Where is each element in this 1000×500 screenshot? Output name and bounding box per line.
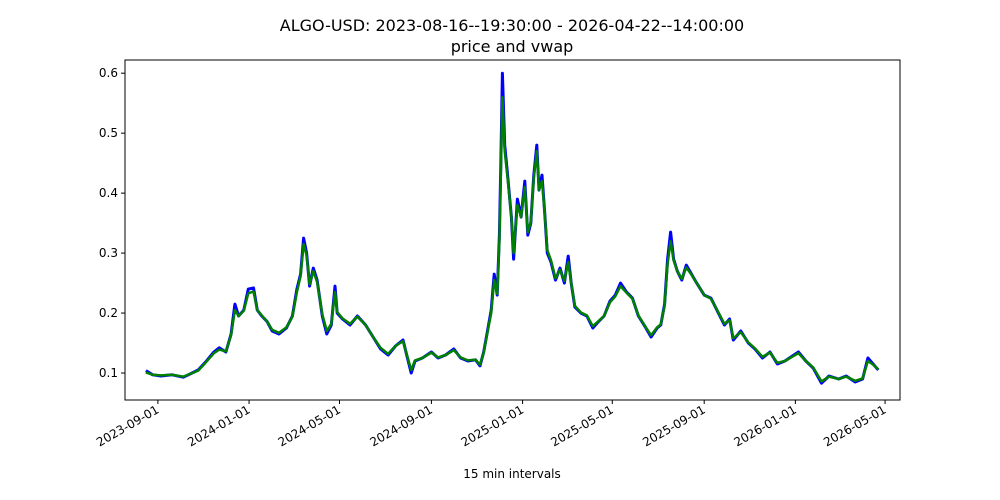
y-tick-label: 0.4: [99, 186, 118, 200]
chart-title: ALGO-USD: 2023-08-16--19:30:00 - 2026-04…: [280, 16, 744, 35]
y-tick-label: 0.3: [99, 246, 118, 260]
y-tick-label: 0.2: [99, 306, 118, 320]
y-tick-label: 0.5: [99, 126, 118, 140]
plot-area: [124, 59, 901, 401]
chart-subtitle: price and vwap: [451, 37, 574, 56]
series-line-vwap: [145, 95, 880, 383]
plot-frame: [124, 59, 901, 401]
y-tick-label: 0.6: [99, 66, 118, 80]
x-axis-label: 15 min intervals: [463, 467, 561, 481]
series-layer: [145, 71, 880, 385]
y-tick-label: 0.1: [99, 366, 118, 380]
y-axis: 0.1 0.2 0.3 0.4 0.5 0.6: [99, 66, 125, 380]
